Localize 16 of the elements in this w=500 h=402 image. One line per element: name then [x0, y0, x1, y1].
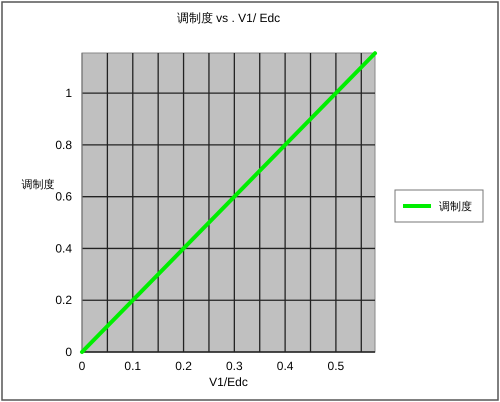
x-tick-label: 0.3 — [226, 359, 244, 373]
legend-label: 调制度 — [439, 200, 472, 213]
x-tick-label: 0.5 — [328, 359, 345, 373]
x-tick-label: 0.2 — [175, 359, 192, 373]
x-tick-label: 0.1 — [124, 359, 142, 373]
y-axis-title: 调制度 — [22, 178, 54, 191]
x-axis-title: V1/Edc — [209, 375, 248, 389]
x-tick-label: 0.4 — [276, 359, 294, 373]
y-tick-label: 1 — [65, 86, 72, 100]
chart-title: 调制度 vs . V1/ Edc — [176, 11, 280, 25]
y-tick-label: 0.2 — [55, 293, 72, 308]
y-tick-label: 0.6 — [55, 190, 72, 204]
x-tick-label: 0 — [78, 359, 86, 373]
y-tick-label: 0.8 — [55, 138, 72, 152]
y-tick-label: 0 — [65, 345, 72, 359]
y-tick-label: 0.4 — [55, 241, 72, 256]
